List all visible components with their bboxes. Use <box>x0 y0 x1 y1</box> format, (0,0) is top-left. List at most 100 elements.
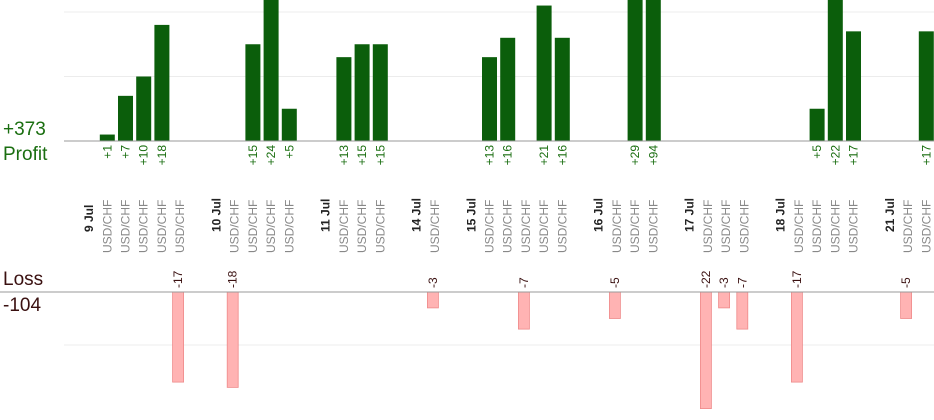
loss-value-label: -5 <box>608 277 622 288</box>
profit-value-label: +1 <box>100 145 114 159</box>
pair-label: USD/CHF <box>519 200 533 253</box>
profit-value-label: +17 <box>847 145 861 166</box>
labels: 9 Jul USD/CHF +1 USD/CHF +7 USD/CHF +10 USD/CHF… <box>82 145 933 288</box>
loss-value-label: -22 <box>699 270 713 288</box>
axes <box>0 140 934 293</box>
profit-value-label: +21 <box>537 145 551 166</box>
pair-label: USD/CHF <box>501 200 515 253</box>
profit-label: Profit <box>3 144 48 165</box>
profit-bar <box>645 0 661 141</box>
loss-value-label: -18 <box>226 270 240 288</box>
loss-value-label: -17 <box>790 270 804 288</box>
profit-bar <box>336 57 352 141</box>
loss-bar <box>718 291 730 309</box>
profit-value-label: +15 <box>246 145 260 166</box>
loss-label: Loss <box>3 269 44 290</box>
profit-bar <box>99 134 115 141</box>
profit-bar <box>263 0 279 141</box>
profit-bar <box>827 0 843 141</box>
profit-value-label: +24 <box>264 145 278 166</box>
pair-label: USD/CHF <box>537 200 551 253</box>
pair-label: USD/CHF <box>810 200 824 253</box>
profit-bar <box>809 108 825 141</box>
profit-value-label: +22 <box>828 145 842 166</box>
pair-label: USD/CHF <box>282 200 296 253</box>
gridlines <box>64 11 934 346</box>
pair-label: USD/CHF <box>137 200 151 253</box>
pair-label: USD/CHF <box>337 200 351 253</box>
profit-bar <box>372 44 388 141</box>
profit-value-label: +16 <box>555 145 569 166</box>
pair-label: USD/CHF <box>719 200 733 253</box>
loss-value-label: -7 <box>735 277 749 288</box>
profit-bar <box>500 37 516 141</box>
profit-bar <box>918 31 934 142</box>
profit-bar <box>118 95 133 141</box>
pair-label: USD/CHF <box>737 200 751 253</box>
date-label: 18 Jul <box>774 198 788 232</box>
profit-total: +373 <box>3 119 46 140</box>
profit-bar <box>136 76 152 141</box>
loss-bar <box>609 291 621 319</box>
profit-value-label: +18 <box>155 145 169 166</box>
profit-value-label: +16 <box>501 145 515 166</box>
date-label: 15 Jul <box>464 198 478 232</box>
profit-bar <box>627 0 643 141</box>
loss-bar <box>900 291 912 319</box>
pair-label: USD/CHF <box>628 200 642 253</box>
loss-total: -104 <box>3 295 42 316</box>
date-label: 14 Jul <box>410 198 424 232</box>
profit-value-label: +94 <box>646 145 660 166</box>
profit-value-label: +29 <box>628 145 642 166</box>
pair-label: USD/CHF <box>246 200 260 253</box>
loss-bars <box>172 291 912 409</box>
profit-bars <box>99 0 934 142</box>
profit-value-label: +15 <box>373 145 387 166</box>
loss-bar <box>700 291 712 409</box>
loss-bar <box>518 291 530 330</box>
loss-value-label: -7 <box>517 277 531 288</box>
pair-label: USD/CHF <box>228 200 242 253</box>
loss-bar <box>226 291 239 388</box>
pair-label: USD/CHF <box>792 200 806 253</box>
profit-value-label: +5 <box>282 145 296 159</box>
profit-bar <box>354 44 370 141</box>
date-label: 9 Jul <box>82 205 96 232</box>
pair-label: USD/CHF <box>701 200 715 253</box>
profit-bar <box>154 24 170 141</box>
profit-value-label: +17 <box>919 145 933 166</box>
pair-label: USD/CHF <box>100 200 114 253</box>
loss-bar <box>426 291 439 309</box>
profit-value-label: +13 <box>337 145 351 166</box>
date-label: 16 Jul <box>592 198 606 232</box>
pair-label: USD/CHF <box>355 200 369 253</box>
pair-label: USD/CHF <box>173 200 187 253</box>
pair-label: USD/CHF <box>373 200 387 253</box>
profit-bar <box>245 44 261 141</box>
loss-value-label: -3 <box>717 277 731 288</box>
profit-bar <box>281 108 297 141</box>
date-label: 17 Jul <box>683 198 697 232</box>
loss-bar <box>791 291 803 383</box>
pair-label: USD/CHF <box>646 200 660 253</box>
pair-label: USD/CHF <box>119 200 133 253</box>
pair-label: USD/CHF <box>828 200 842 253</box>
loss-value-label: -17 <box>171 270 185 288</box>
profit-bar <box>536 5 552 141</box>
date-label: 10 Jul <box>210 198 224 232</box>
profit-value-label: +5 <box>810 145 824 159</box>
loss-value-label: -3 <box>426 277 440 288</box>
pair-label: USD/CHF <box>483 200 497 253</box>
pair-label: USD/CHF <box>847 200 861 253</box>
profit-bar <box>846 31 861 142</box>
profit-value-label: +7 <box>119 145 133 159</box>
loss-bar <box>172 291 185 383</box>
date-label: 11 Jul <box>319 199 333 232</box>
pair-label: USD/CHF <box>155 200 169 253</box>
pair-label: USD/CHF <box>901 200 915 253</box>
loss-bar <box>736 291 749 330</box>
loss-value-label: -5 <box>899 277 913 288</box>
date-label: 21 Jul <box>883 198 897 232</box>
profit-value-label: +10 <box>137 145 151 166</box>
